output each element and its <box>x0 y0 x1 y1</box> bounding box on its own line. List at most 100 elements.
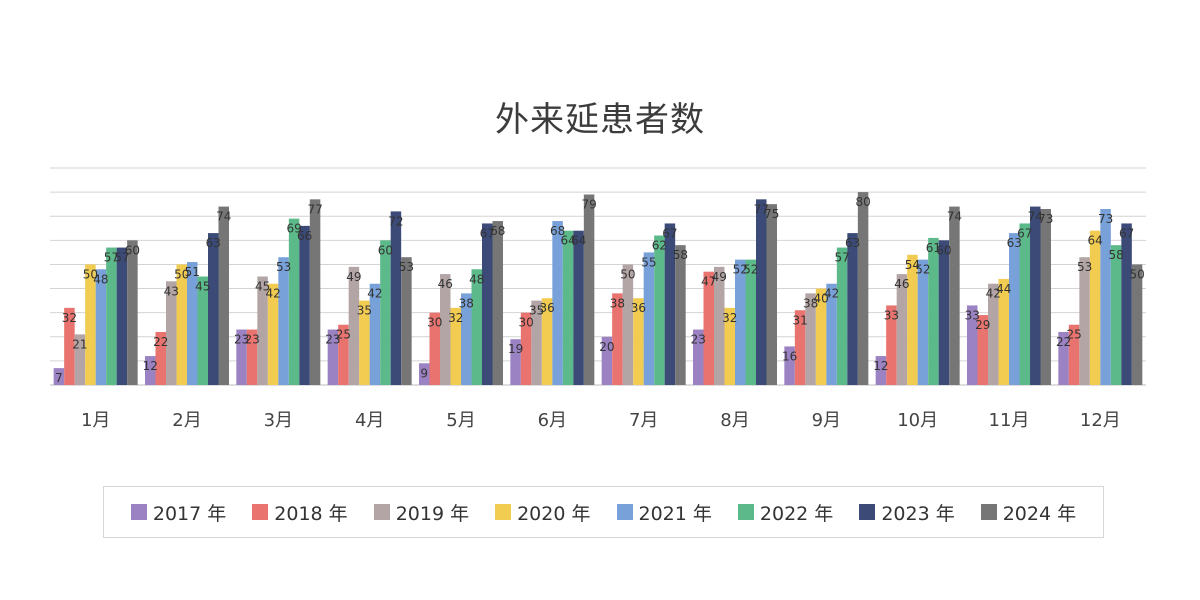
data-label: 38 <box>610 296 625 310</box>
bar <box>267 283 279 385</box>
bar <box>805 293 816 385</box>
bar <box>601 336 613 385</box>
bar <box>938 240 950 385</box>
data-label: 57 <box>114 251 129 265</box>
data-label: 38 <box>459 296 474 310</box>
legend-swatch <box>373 504 390 520</box>
legend-item: 2021 年 <box>616 499 712 526</box>
legend-item: 2020 年 <box>495 499 591 526</box>
bar <box>246 329 258 385</box>
bar <box>977 315 988 385</box>
bar <box>127 240 138 385</box>
bar <box>510 339 521 385</box>
data-label: 53 <box>276 260 291 274</box>
bar <box>562 230 574 385</box>
legend-swatch <box>737 504 754 520</box>
bar <box>967 305 978 385</box>
data-label: 67 <box>662 226 677 240</box>
bar <box>450 307 461 385</box>
data-label: 22 <box>153 335 168 349</box>
data-label: 33 <box>884 308 899 322</box>
data-label: 77 <box>754 202 769 216</box>
bar <box>573 230 584 385</box>
data-label: 19 <box>508 342 523 356</box>
bar <box>745 259 756 385</box>
data-label: 67 <box>480 226 495 240</box>
bar <box>654 235 665 385</box>
bar <box>1019 223 1030 385</box>
data-label: 36 <box>631 301 646 315</box>
bar <box>896 274 908 385</box>
data-label: 46 <box>438 277 453 291</box>
bar <box>155 331 166 385</box>
bar <box>735 259 746 385</box>
bar <box>440 274 451 385</box>
data-label: 20 <box>599 340 614 354</box>
data-label: 38 <box>803 296 818 310</box>
bar <box>875 356 887 385</box>
bar <box>299 225 310 385</box>
bar <box>836 247 848 385</box>
data-label: 36 <box>539 301 554 315</box>
data-label: 79 <box>581 198 596 212</box>
chart-title: 外来延患者数 <box>495 100 705 140</box>
bar <box>380 240 391 385</box>
category-label: 1月 <box>81 410 110 431</box>
legend-swatch <box>495 504 512 520</box>
data-label: 33 <box>965 308 980 322</box>
data-label: 35 <box>529 304 544 318</box>
bar <box>949 206 960 385</box>
bar <box>724 307 735 385</box>
data-label: 30 <box>427 316 442 330</box>
data-label: 48 <box>93 272 108 286</box>
data-label: 52 <box>743 263 758 277</box>
legend-label: 2020 年 <box>517 502 591 525</box>
data-label: 54 <box>905 258 920 272</box>
category-label: 2月 <box>172 410 201 431</box>
gridlines <box>50 167 1146 386</box>
data-label: 21 <box>72 337 87 351</box>
data-label: 75 <box>764 207 779 221</box>
data-label: 43 <box>164 284 179 298</box>
data-label: 63 <box>845 236 860 250</box>
bar <box>369 283 381 385</box>
legend-swatch <box>980 504 997 520</box>
category-label: 4月 <box>355 410 384 431</box>
data-label: 60 <box>378 243 393 257</box>
bar <box>541 298 553 385</box>
data-label: 23 <box>325 333 340 347</box>
data-label: 58 <box>1108 248 1123 262</box>
bar <box>95 269 107 385</box>
data-label: 45 <box>255 280 270 294</box>
data-label: 50 <box>83 267 98 281</box>
data-label: 63 <box>1007 236 1022 250</box>
data-label: 74 <box>947 210 962 224</box>
data-label: 69 <box>286 222 301 236</box>
bar <box>531 300 542 385</box>
data-label: 12 <box>143 359 158 373</box>
data-label: 64 <box>560 234 575 248</box>
data-label: 64 <box>1087 234 1102 248</box>
bar <box>187 262 198 385</box>
data-label: 60 <box>936 243 951 257</box>
bar <box>1131 264 1143 385</box>
data-label: 61 <box>926 241 941 255</box>
bar <box>359 300 370 385</box>
data-label: 29 <box>975 318 990 332</box>
category-label: 3月 <box>264 410 293 431</box>
legend-swatch <box>252 504 269 520</box>
data-label: 74 <box>216 210 231 224</box>
bar <box>886 305 897 385</box>
bar <box>1110 245 1122 385</box>
legend-label: 2023 年 <box>881 502 955 525</box>
bar <box>348 266 360 385</box>
bar <box>552 221 563 385</box>
category-label: 8月 <box>720 410 749 431</box>
data-label: 55 <box>641 255 656 269</box>
legend-item: 2017 年 <box>130 499 226 526</box>
data-label: 46 <box>894 277 909 291</box>
bar <box>257 276 268 385</box>
data-label: 42 <box>824 287 839 301</box>
bar <box>766 204 777 385</box>
